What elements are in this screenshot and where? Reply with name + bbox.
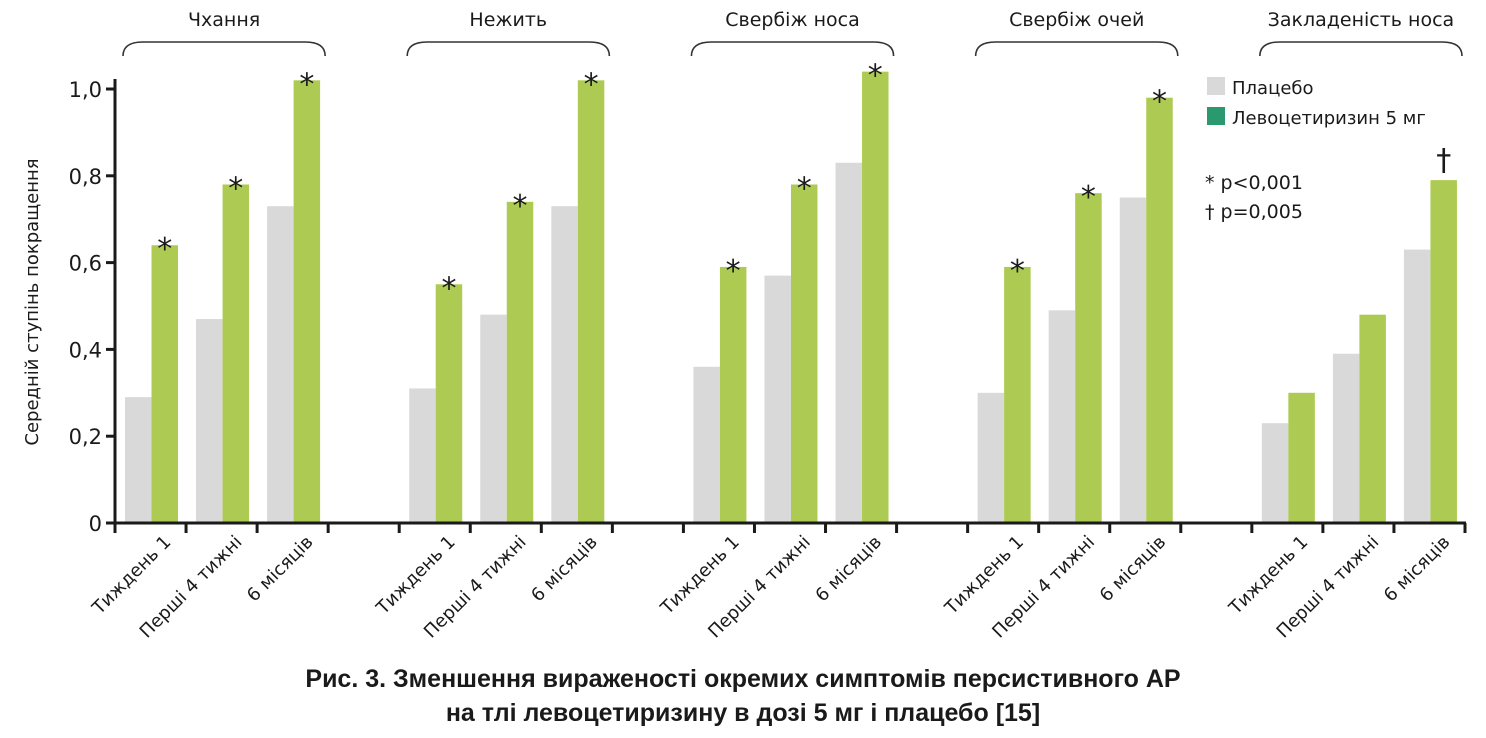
bar-placebo	[1403, 249, 1431, 522]
bar-levocetirizine	[719, 266, 747, 522]
bar-levocetirizine	[435, 284, 463, 522]
x-category-label: 6 місяців	[811, 532, 885, 606]
legend-label-placebo: Плацебо	[1232, 78, 1314, 99]
bar-levocetirizine	[1430, 180, 1457, 522]
group-label: Нежить	[469, 9, 547, 31]
bar-placebo	[1048, 310, 1076, 522]
group-bracket	[1259, 41, 1463, 57]
bar-levocetirizine	[1359, 314, 1386, 522]
bars-layer	[125, 71, 1457, 522]
group-bracket	[690, 41, 895, 57]
group-label: Закладеність носа	[1268, 9, 1455, 31]
significance-asterisk: *	[157, 232, 172, 267]
bar-placebo	[267, 206, 294, 522]
y-axis-label: Середній ступінь покращення	[22, 158, 43, 445]
y-tick-label: 0	[89, 512, 102, 536]
significance-asterisk: *	[513, 189, 528, 224]
legend: Плацебо Левоцетиризин 5 мг * p<0,001 † p…	[1205, 77, 1426, 223]
group-bracket	[122, 41, 326, 57]
bar-placebo	[977, 392, 1005, 522]
significance-asterisk: *	[797, 171, 812, 206]
x-category-label: 6 місяців	[1380, 532, 1454, 606]
bar-levocetirizine	[1075, 193, 1102, 522]
bar-placebo	[1261, 423, 1289, 522]
bar-levocetirizine	[790, 184, 818, 522]
group-label: Чхання	[188, 9, 260, 31]
bar-chart: 00,20,40,60,81,0 Чхання*Тиждень 1*Перші …	[22, 9, 1467, 642]
y-tick-label: 0,6	[69, 252, 102, 276]
x-category-label: 6 місяців	[243, 532, 317, 606]
significance-asterisk: *	[868, 59, 883, 94]
bar-placebo	[1119, 197, 1147, 522]
bar-levocetirizine	[293, 80, 321, 522]
significance-asterisk: *	[1010, 254, 1025, 289]
y-tick-label: 0,2	[69, 425, 102, 449]
significance-asterisk: *	[299, 67, 314, 102]
axes-layer: 0 0,2 0,4 0,6 0,8 1,0	[69, 78, 1467, 536]
bar-levocetirizine	[506, 201, 534, 522]
bar-placebo	[835, 162, 863, 522]
legend-label-levocetirizine: Левоцетиризин 5 мг	[1232, 108, 1426, 129]
y-tick-label: 0,8	[69, 165, 102, 189]
y-tick-label: 1,0	[69, 78, 102, 102]
bar-placebo	[480, 314, 507, 522]
figure-caption: Рис. 3. Зменшення вираженості окремих си…	[0, 662, 1486, 730]
significance-asterisk: *	[1081, 180, 1096, 215]
group-label: Свербіж очей	[1009, 9, 1144, 31]
x-category-label: 6 місяців	[527, 532, 601, 606]
group-label: Свербіж носа	[725, 9, 860, 31]
significance-asterisk: *	[228, 171, 243, 206]
y-tick-label: 0,4	[69, 338, 102, 362]
bar-levocetirizine	[1146, 97, 1173, 522]
bar-placebo	[764, 275, 791, 522]
bar-levocetirizine	[1004, 266, 1031, 522]
significance-asterisk: *	[1152, 85, 1167, 120]
group-bracket	[974, 41, 1179, 57]
bar-levocetirizine	[222, 184, 250, 522]
significance-dagger: †	[1436, 143, 1451, 178]
bar-levocetirizine	[151, 245, 178, 522]
significance-asterisk: *	[441, 271, 456, 306]
bar-placebo	[409, 388, 436, 522]
legend-swatch-placebo	[1207, 77, 1225, 95]
significance-asterisk: *	[726, 254, 741, 289]
note-p-001: * p<0,001	[1205, 172, 1303, 194]
bar-placebo	[693, 366, 720, 522]
bar-levocetirizine	[862, 71, 889, 522]
group-bracket	[406, 41, 611, 57]
bar-placebo	[1332, 353, 1360, 522]
note-p-005: † p=0,005	[1205, 201, 1303, 223]
bar-placebo	[551, 206, 578, 522]
bar-levocetirizine	[1288, 392, 1315, 522]
x-category-label: 6 місяців	[1096, 532, 1170, 606]
bar-levocetirizine	[577, 80, 605, 522]
legend-swatch-levocetirizine	[1207, 107, 1225, 125]
significance-asterisk: *	[584, 67, 599, 102]
caption-line-2: на тлі левоцетиризину в дозі 5 мг і плац…	[445, 699, 1041, 727]
bar-placebo	[196, 319, 223, 522]
bar-placebo	[125, 397, 152, 522]
caption-line-1: Рис. 3. Зменшення вираженості окремих си…	[305, 665, 1181, 693]
